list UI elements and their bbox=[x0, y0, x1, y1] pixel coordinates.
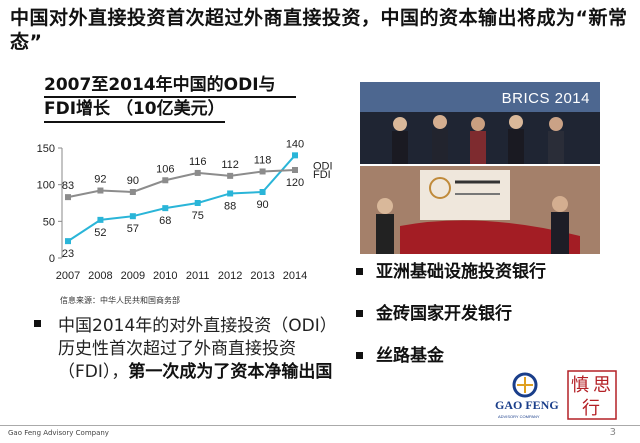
logo-char-1: 慎 bbox=[571, 375, 589, 396]
x-tick-label: 2010 bbox=[153, 270, 177, 282]
footer-divider bbox=[0, 425, 640, 426]
gaofeng-logo: GAO FENG ADVISORY COMPANY 慎 思 行 bbox=[490, 367, 630, 423]
x-tick-label: 2014 bbox=[283, 270, 307, 282]
fdi-point bbox=[129, 189, 136, 195]
page-number: 3 bbox=[609, 427, 616, 438]
fdi-point bbox=[292, 167, 298, 173]
fdi-data-label: 116 bbox=[189, 156, 207, 168]
initiative-item: 金砖国家开发银行 bbox=[356, 304, 546, 346]
ceremony-illustration bbox=[360, 166, 600, 254]
fdi-data-label: 90 bbox=[127, 175, 139, 187]
fdi-data-label: 92 bbox=[94, 174, 106, 186]
odi-series-line bbox=[67, 154, 296, 242]
footer-company: Gao Feng Advisory Company bbox=[8, 429, 109, 437]
initiative-item: 丝路基金 bbox=[356, 346, 546, 388]
initiative-label: 丝路基金 bbox=[376, 346, 444, 366]
logo-char-2: 思 bbox=[593, 375, 611, 396]
chart-title: 2007至2014年中国的ODI与 FDI增长 （10亿美元） bbox=[44, 74, 344, 123]
data-source: 信息来源：中华人民共和国商务部 bbox=[60, 296, 180, 305]
bullet-icon bbox=[356, 352, 363, 359]
y-tick-label: 100 bbox=[37, 180, 55, 192]
odi-point bbox=[259, 189, 266, 195]
fdi-point bbox=[97, 187, 104, 194]
odi-data-label: 75 bbox=[192, 210, 204, 222]
logo-name: GAO FENG bbox=[495, 398, 559, 412]
legend-fdi: FDI bbox=[313, 169, 331, 181]
x-tick-label: 2011 bbox=[186, 270, 210, 282]
fdi-point bbox=[194, 169, 201, 176]
x-tick-label: 2013 bbox=[250, 270, 274, 282]
odi-fdi-line-chart: 0 50 100 150 2007 2008 2009 2010 2011 2012 2013 201… bbox=[37, 138, 333, 282]
fdi-point bbox=[65, 194, 71, 201]
silk-road-fund-photo bbox=[360, 166, 600, 254]
chart-title-line1: 2007至2014年中国的ODI与 bbox=[44, 74, 296, 98]
summary-bullet-icon bbox=[34, 320, 41, 327]
y-tick-label: 0 bbox=[49, 253, 55, 265]
fdi-data-label: 83 bbox=[62, 180, 74, 192]
gaofeng-logo-mark: GAO FENG ADVISORY COMPANY 慎 思 行 bbox=[495, 370, 617, 420]
logo-sub: ADVISORY COMPANY bbox=[498, 414, 540, 419]
fdi-data-label: 120 bbox=[286, 177, 304, 189]
odi-data-label: 68 bbox=[159, 215, 171, 227]
fdi-data-label: 106 bbox=[156, 163, 174, 175]
fdi-data-label: 118 bbox=[254, 154, 272, 166]
fdi-point bbox=[162, 177, 169, 184]
fdi-point bbox=[227, 172, 234, 179]
summary-plain: 中国2014年的对外直接投资（ODI）历史性首次超过了外商直接投资（FDI）， bbox=[58, 316, 329, 382]
odi-point bbox=[97, 216, 104, 223]
y-tick-label: 150 bbox=[37, 143, 55, 155]
slide-headline: 中国对外直接投资首次超过外商直接投资，中国的资本输出将成为“新常态” bbox=[10, 7, 628, 53]
summit-people-illustration bbox=[360, 82, 600, 164]
odi-point bbox=[227, 190, 234, 197]
odi-point bbox=[194, 200, 201, 206]
brics-summit-photo: BRICS 2014 bbox=[360, 82, 600, 164]
bullet-icon bbox=[356, 268, 363, 275]
fdi-data-label: 112 bbox=[221, 159, 239, 171]
legend-odi: ODI bbox=[313, 160, 333, 172]
chart-title-line2: FDI增长 （10亿美元） bbox=[44, 98, 225, 123]
odi-data-label: 57 bbox=[127, 223, 139, 235]
odi-point bbox=[65, 238, 71, 245]
x-tick-label: 2012 bbox=[218, 270, 242, 282]
x-tick-label: 2008 bbox=[88, 270, 112, 282]
bullet-icon bbox=[356, 310, 363, 317]
odi-data-label: 140 bbox=[286, 138, 304, 150]
fdi-point bbox=[259, 168, 266, 175]
summary-text: 中国2014年的对外直接投资（ODI）历史性首次超过了外商直接投资（FDI），第… bbox=[34, 315, 336, 384]
initiative-label: 金砖国家开发银行 bbox=[376, 304, 512, 324]
odi-data-label: 23 bbox=[62, 248, 74, 260]
initiative-list: 亚洲基础设施投资银行 金砖国家开发银行 丝路基金 bbox=[356, 262, 546, 388]
x-tick-label: 2009 bbox=[121, 270, 145, 282]
x-tick-label: 2007 bbox=[56, 270, 80, 282]
initiative-item: 亚洲基础设施投资银行 bbox=[356, 262, 546, 304]
y-tick-label: 50 bbox=[43, 216, 55, 228]
summary-bold: 第一次成为了资本净输出国 bbox=[128, 362, 333, 382]
initiative-label: 亚洲基础设施投资银行 bbox=[376, 262, 546, 282]
fdi-series-line bbox=[67, 169, 296, 199]
odi-data-label: 52 bbox=[94, 227, 106, 239]
odi-point bbox=[162, 205, 169, 212]
brics-label: BRICS 2014 bbox=[501, 90, 590, 107]
logo-char-3: 行 bbox=[582, 398, 600, 419]
photo-collage: BRICS 2014 bbox=[360, 82, 600, 254]
odi-point bbox=[292, 152, 298, 159]
odi-data-label: 90 bbox=[256, 199, 268, 211]
odi-point bbox=[129, 213, 136, 220]
odi-data-label: 88 bbox=[224, 200, 236, 212]
